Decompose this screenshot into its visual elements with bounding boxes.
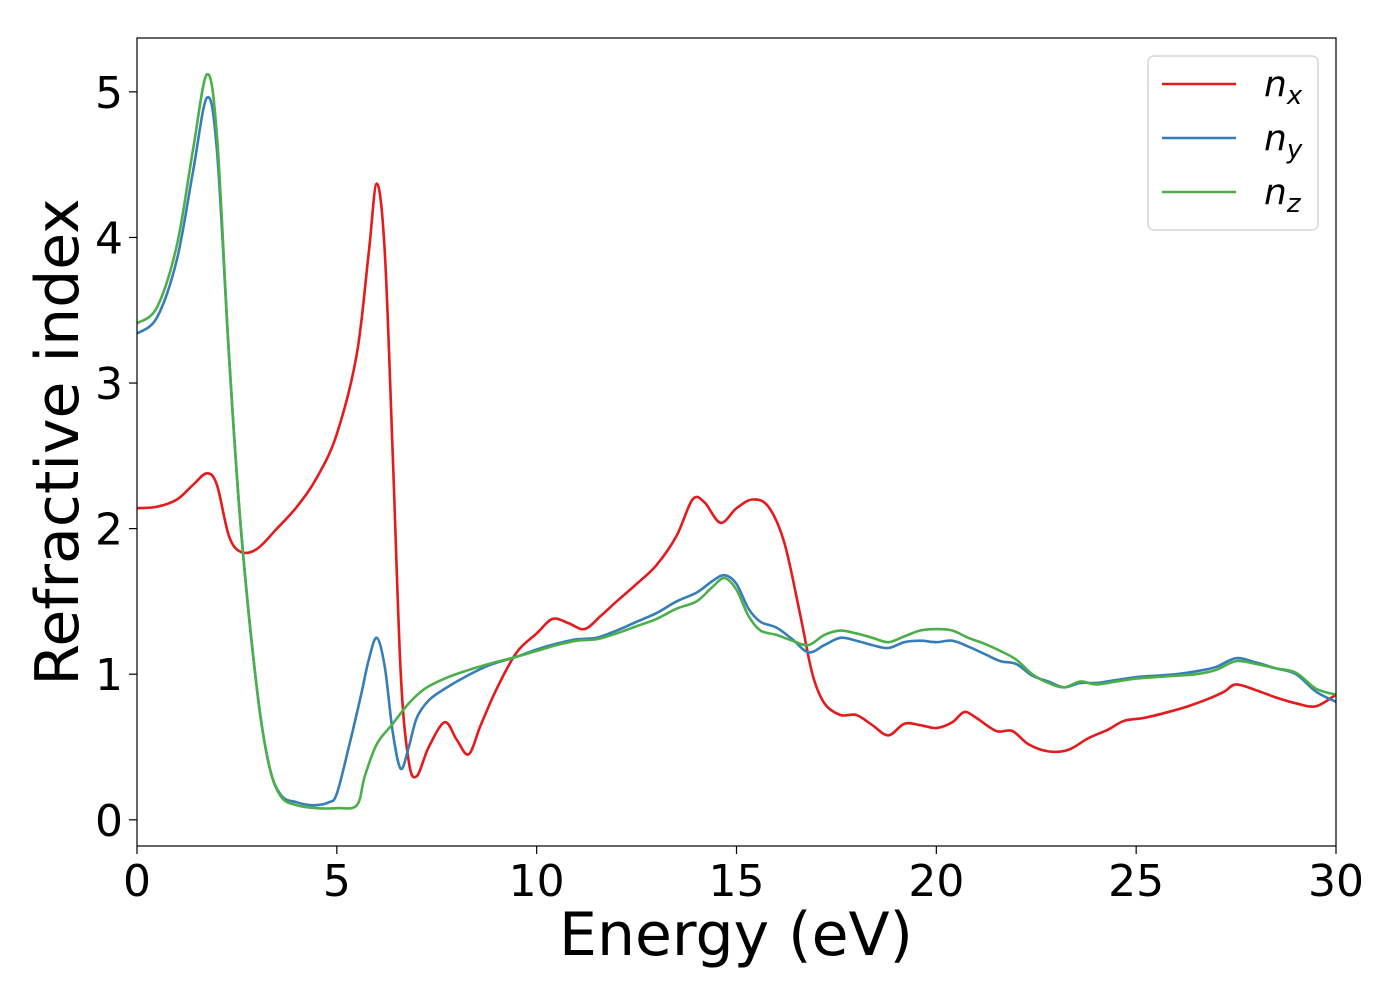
y-axis-label: Refractive index [23,198,93,685]
y-tick-label: 5 [95,68,123,119]
y-tick-label: 1 [95,650,123,701]
y-tick-label: 0 [95,796,123,847]
legend-label-ny: ny [1264,118,1303,165]
y-axis: 0 1 2 3 4 5 [95,68,137,847]
x-axis-label: Energy (eV) [559,900,913,970]
legend-label-nz: nz [1264,172,1302,219]
x-tick-label: 25 [1108,856,1164,907]
legend-box [1147,55,1319,231]
x-tick-label: 30 [1308,856,1364,907]
series-line-nz [137,73,1336,810]
y-tick-label: 4 [95,213,123,264]
legend: nx ny nz [1147,55,1319,231]
x-tick-label: 5 [323,856,351,907]
x-tick-label: 0 [123,856,151,907]
series-line-nx [137,182,1336,779]
x-tick-label: 15 [709,856,765,907]
x-tick-label: 20 [908,856,964,907]
y-tick-label: 3 [95,359,123,410]
series-layer [137,73,1336,810]
legend-label-nx: nx [1264,64,1303,111]
x-tick-label: 10 [509,856,565,907]
x-axis: 0 5 10 15 20 25 30 [123,846,1364,907]
y-tick-label: 2 [95,505,123,556]
series-line-ny [137,95,1336,807]
